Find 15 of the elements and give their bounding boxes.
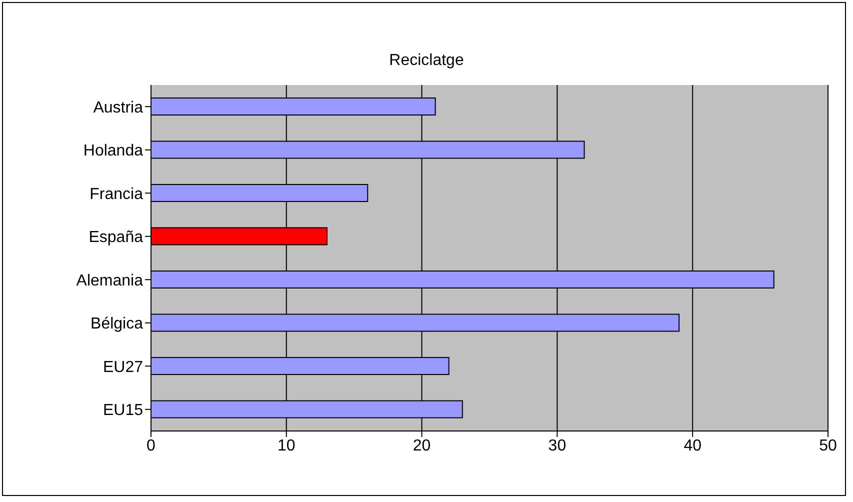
x-tick-label: 0 bbox=[146, 437, 156, 454]
y-tick-label: España bbox=[88, 229, 144, 246]
x-tick-label: 20 bbox=[412, 437, 431, 454]
y-tick-label: Holanda bbox=[83, 142, 144, 160]
x-tick-label: 40 bbox=[684, 437, 702, 454]
x-tick-label: 10 bbox=[278, 437, 296, 454]
y-tick-label: Bélgica bbox=[90, 316, 144, 333]
x-tick-label: 30 bbox=[548, 437, 566, 454]
y-tick-label: EU27 bbox=[102, 358, 144, 376]
chart-title: Reciclatge bbox=[388, 52, 465, 70]
x-tick-label: 50 bbox=[819, 437, 837, 454]
y-tick-label: Alemania bbox=[76, 272, 144, 290]
y-tick-label: EU15 bbox=[102, 402, 144, 420]
y-tick-label: Austria bbox=[93, 99, 144, 116]
y-tick-label: Francia bbox=[90, 186, 144, 203]
